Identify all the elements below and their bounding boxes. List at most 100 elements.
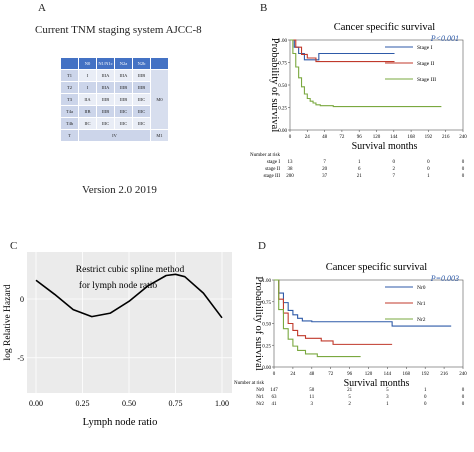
table-cell: IIIB — [132, 81, 151, 94]
y-tick-label: 0.25 — [278, 107, 287, 112]
chart-title: Cancer specific survival — [334, 22, 436, 33]
risk-value: 63 — [272, 395, 278, 400]
risk-row-label: stage II — [265, 167, 280, 172]
y-axis-label: Probability of survival — [269, 38, 280, 133]
risk-value: 200 — [286, 174, 294, 179]
x-tick-label: 72 — [328, 372, 334, 377]
panel-c-letter: C — [10, 240, 18, 252]
table-header-cell: N2b — [132, 57, 151, 70]
risk-value: 0 — [462, 160, 465, 165]
x-tick-label: 96 — [357, 135, 363, 140]
x-tick-label: 72 — [339, 135, 345, 140]
x-tick-label: 1.00 — [215, 399, 229, 408]
x-tick-label: 96 — [347, 372, 353, 377]
risk-value: 7 — [323, 160, 326, 165]
x-tick-label: 0.50 — [122, 399, 136, 408]
p-value-label: P<0.001 — [430, 34, 459, 43]
x-tick-label: 48 — [309, 372, 315, 377]
table-cell: IV — [78, 129, 151, 142]
legend-label: Stage III — [417, 77, 436, 83]
y-axis-label: log Relative Hazard — [3, 284, 13, 360]
risk-value: 7 — [393, 174, 396, 179]
risk-value: 0 — [424, 402, 427, 407]
table-row: T2 I IIIA IIIB IIIB — [60, 81, 169, 94]
x-tick-label: 216 — [442, 135, 450, 140]
m0-cell: M0 — [150, 69, 169, 130]
table-row: T4a IIB IIIB IIIC IIIC — [60, 105, 169, 118]
risk-value: 21 — [347, 388, 353, 393]
p-value-label: P=0.003 — [430, 274, 459, 283]
risk-value: 0 — [462, 167, 465, 172]
risk-row-label: Nr1 — [256, 395, 264, 400]
version-label: Version 2.0 2019 — [82, 184, 157, 196]
panel-a-letter: A — [38, 2, 46, 14]
x-tick-label: 0.00 — [29, 399, 43, 408]
x-tick-label: 24 — [290, 372, 296, 377]
spline-curve — [35, 273, 223, 319]
table-cell: IIIB — [132, 69, 151, 82]
table-cell: IIIB — [96, 93, 115, 106]
panel-a-title: Current TNM staging system AJCC-8 — [35, 24, 202, 36]
chart-title-line1: Restrict cubic spline method — [76, 265, 185, 275]
risk-value: 41 — [272, 402, 278, 407]
x-tick-label: 168 — [407, 135, 415, 140]
risk-row-label: stage I — [267, 160, 281, 165]
panel-d-letter: D — [258, 240, 266, 252]
x-tick-label: 0.25 — [76, 399, 90, 408]
series-line-nr1 — [274, 279, 393, 345]
x-tick-label: 168 — [403, 372, 411, 377]
series-line-stage-ii — [290, 39, 395, 63]
plot-frame — [273, 279, 464, 368]
tnm-table: N0 N1/N1c N2a N2b T1 I IIIA IIIA IIIB M0… — [60, 57, 169, 142]
legend-label: Stage I — [417, 45, 433, 51]
risk-value: 0 — [427, 167, 430, 172]
table-cell: IIIB — [114, 81, 133, 94]
table-cell: IIC — [78, 117, 97, 130]
risk-value: 0 — [393, 160, 396, 165]
risk-row-label: stage III — [263, 174, 280, 179]
risk-value: 1 — [427, 174, 430, 179]
risk-value: 147 — [270, 388, 278, 393]
risk-value: 0 — [462, 402, 465, 407]
table-cell: T4b — [60, 117, 79, 130]
x-tick-label: 0 — [289, 135, 292, 140]
series-line-nr0 — [274, 279, 452, 327]
table-footer-row: T IV M1 — [60, 129, 169, 142]
risk-value: 3 — [311, 402, 314, 407]
y-axis-label: Probability of survival — [253, 276, 264, 371]
risk-value: 6 — [358, 167, 361, 172]
y-tick-label: 0.50 — [278, 84, 287, 89]
risk-row-label: Nr0 — [256, 388, 264, 393]
risk-value: 21 — [357, 174, 363, 179]
risk-row-label: Nr2 — [256, 402, 264, 407]
series-line-nr2 — [274, 279, 361, 358]
x-tick-label: 240 — [459, 372, 467, 377]
table-cell: I — [78, 69, 97, 82]
table-cell: IIIB — [96, 105, 115, 118]
legend-label: Stage II — [417, 61, 434, 67]
panel-b-letter: B — [260, 2, 268, 14]
risk-value: 37 — [322, 174, 328, 179]
risk-value: 20 — [322, 167, 328, 172]
x-tick-label: 0 — [273, 372, 276, 377]
x-axis-label: Survival months — [352, 141, 418, 152]
y-tick-label: 1.00 — [278, 39, 287, 44]
table-cell: M1 — [150, 129, 169, 142]
legend-label: Nr2 — [417, 317, 426, 323]
x-tick-label: 144 — [384, 372, 392, 377]
risk-value: 5 — [348, 395, 351, 400]
x-tick-label: 144 — [390, 135, 398, 140]
series-line-stage-i — [290, 39, 395, 61]
table-cell: I — [78, 81, 97, 94]
x-tick-label: 0.75 — [169, 399, 183, 408]
chart-title-line2: for lymph node ratio — [79, 280, 158, 291]
chart-title: Cancer specific survival — [326, 262, 428, 273]
y-tick-label: 0.75 — [278, 62, 287, 67]
risk-value: 50 — [309, 388, 315, 393]
risk-value: 1 — [358, 160, 361, 165]
risk-value: 2 — [348, 402, 351, 407]
table-cell: IIIC — [114, 105, 133, 118]
y-tick-label: 0.50 — [262, 323, 271, 328]
